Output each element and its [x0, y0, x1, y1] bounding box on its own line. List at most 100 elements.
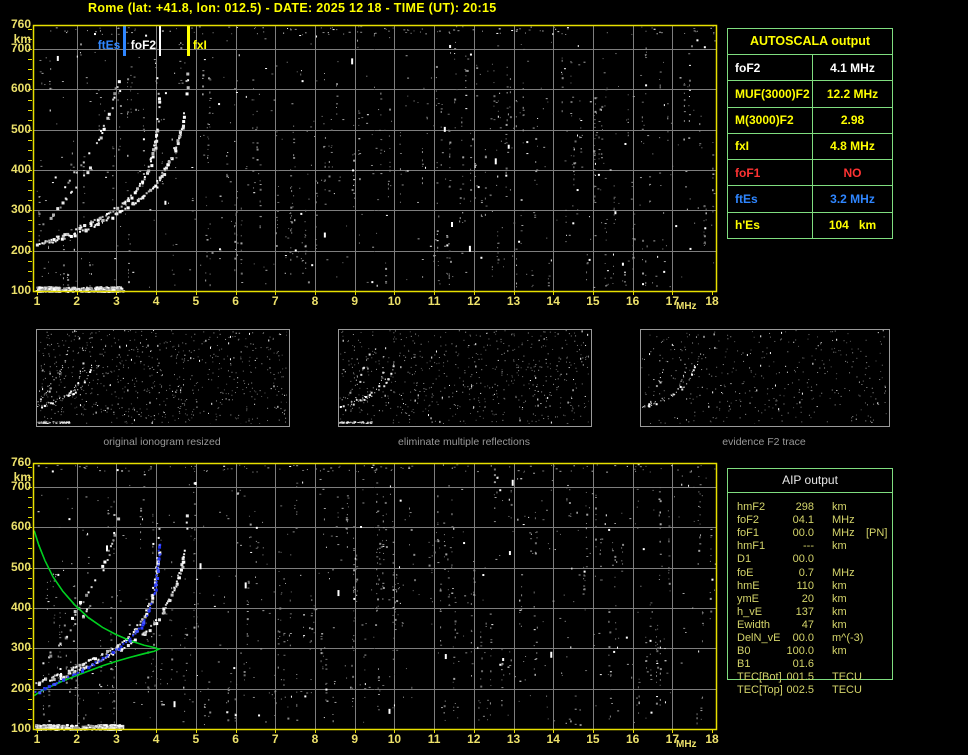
x-tick-label: 14: [546, 732, 560, 746]
aip-table-header: AIP output: [727, 468, 893, 493]
autoscala-row-fxI: fxI 4.8 MHz: [728, 133, 892, 161]
aip-row-TEC[Bot]: TEC[Bot] 001.5 TECU: [727, 671, 893, 684]
aip-param-name: hmF2: [737, 501, 766, 513]
aip-row-ymE: ymE 20 km: [727, 593, 893, 606]
aip-param-name: D1: [737, 553, 752, 566]
aip-param-value: 00.0: [792, 632, 814, 644]
x-axis-unit-top: MHz: [676, 301, 697, 312]
aip-param-name: B1: [737, 658, 751, 671]
autoscala-row-label: foF2: [728, 55, 813, 81]
aip-param-unit: km: [832, 592, 847, 605]
aip-row-foF1: foF1 00.0 MHz [PN]: [727, 527, 893, 540]
x-tick-label: 4: [152, 294, 160, 308]
thumbnail-caption-original: original ionogram resized: [103, 436, 221, 448]
aip-param-value: 100.0: [786, 645, 814, 658]
aip-param-unit: m^(-3): [832, 632, 864, 644]
aip-param-unit: MHz: [832, 527, 855, 540]
x-tick-label: 10: [387, 732, 402, 746]
y-tick-label: 600: [10, 81, 31, 96]
thumbnail-eliminate-canvas: [339, 330, 589, 424]
aip-param-value: 001.5: [786, 671, 814, 684]
y-tick-label: 100: [10, 283, 31, 297]
y-tick-label: 600: [10, 519, 31, 534]
thumbnail-caption-eliminate: eliminate multiple reflections: [398, 436, 530, 448]
y-tick-label: 300: [10, 640, 31, 655]
autoscala-row-value: 2.98: [840, 113, 865, 128]
x-tick-label: 6: [232, 294, 239, 308]
x-tick-label: 2: [73, 294, 81, 308]
autoscala-row-label: ftEs: [728, 186, 813, 212]
aip-row-TEC[Top]: TEC[Top] 002.5 TECU: [727, 684, 893, 697]
aip-param-name: B0: [737, 645, 751, 658]
aip-row-DelN_vE: DelN_vE 00.0 m^(-3): [727, 632, 893, 645]
aip-param-unit: km: [832, 645, 847, 658]
y-tick-label: 200: [10, 680, 31, 695]
aip-param-value: 110: [796, 579, 814, 592]
x-tick-label: 3: [113, 294, 120, 308]
x-axis-unit-bottom: MHz: [676, 739, 697, 750]
aip-output-table: AIP output hmF2 298 km foF2 04.1 MHz foF1 00.0 M…: [727, 468, 893, 704]
aip-row-Ewidth: Ewidth 47 km: [727, 619, 893, 632]
aip-param-value: 298: [795, 501, 814, 513]
autoscala-row-label: MUF(3000)F2: [728, 81, 813, 107]
x-tick-label: 13: [506, 294, 521, 308]
aip-param-name: Ewidth: [737, 618, 771, 631]
y-axis-unit-bottom: km: [13, 470, 31, 484]
x-tick-label: 15: [586, 294, 600, 308]
aip-param-unit: TECU: [832, 684, 862, 697]
autoscala-row-value: 104 km: [828, 218, 877, 233]
x-tick-label: 1: [33, 294, 41, 308]
aip-param-value: 47: [801, 618, 814, 631]
y-tick-label: 760: [10, 455, 31, 469]
autoscala-table-body: foF2 4.1 MHz MUF(3000)F2 12.2 MHz M(3000)F2 2…: [728, 55, 892, 238]
marker-label-foF2: foF2: [130, 38, 157, 52]
x-tick-label: 16: [625, 732, 640, 746]
aip-param-value: 04.1: [792, 514, 814, 527]
x-tick-label: 13: [506, 732, 521, 746]
aip-row-hmE: hmE 110 km: [727, 580, 893, 593]
aip-param-value: 00.0: [792, 527, 814, 540]
aip-param-unit: MHz: [832, 566, 855, 579]
x-tick-label: 3: [113, 732, 120, 746]
y-tick-label: 700: [10, 479, 31, 494]
x-tick-label: 18: [705, 294, 719, 308]
aip-param-value: 00.0: [792, 553, 814, 566]
autoscala-row-h'Es: h'Es 104 km: [728, 212, 892, 238]
y-tick-label: 760: [10, 17, 31, 31]
x-tick-label: 5: [192, 732, 200, 746]
autoscala-row-value: 3.2 MHz: [830, 192, 875, 207]
x-tick-label: 6: [232, 732, 239, 746]
aip-row-h_vE: h_vE 137 km: [727, 606, 893, 619]
x-tick-label: 5: [192, 294, 200, 308]
y-tick-label: 200: [10, 242, 31, 257]
ionogram-top-canvas: [27, 19, 723, 297]
x-tick-label: 11: [427, 732, 441, 746]
autoscala-row-value: NO: [843, 165, 862, 180]
x-tick-label: 7: [271, 732, 279, 746]
aip-param-unit: km: [832, 579, 847, 592]
aip-param-name: foF2: [737, 514, 760, 527]
aip-row-foE: foE 0.7 MHz: [727, 567, 893, 580]
y-tick-label: 500: [10, 121, 31, 136]
aip-param-unit: km: [832, 501, 847, 513]
autoscala-row-value: 12.2 MHz: [826, 86, 879, 101]
x-tick-label: 8: [311, 732, 319, 746]
page-title: Rome (lat: +41.8, lon: 012.5) - DATE: 20…: [88, 1, 497, 15]
marker-label-ftEs: ftEs: [97, 38, 121, 52]
x-tick-label: 12: [467, 294, 481, 308]
x-tick-label: 1: [33, 732, 41, 746]
x-tick-label: 17: [665, 294, 680, 308]
aip-row-B1: B1 01.6: [727, 658, 893, 671]
aip-param-name: hmF1: [737, 540, 766, 553]
aip-param-unit: km: [832, 540, 847, 553]
aip-row-D1: D1 00.0: [727, 553, 893, 566]
aip-param-value: 20: [801, 592, 814, 605]
thumbnail-eliminate-reflections: [338, 329, 592, 427]
x-tick-label: 4: [152, 732, 160, 746]
aip-param-unit: km: [832, 618, 847, 631]
autoscala-row-foF1: foF1 NO: [728, 160, 892, 187]
thumbnail-evidence-f2: [640, 329, 890, 427]
thumbnail-caption-evidence: evidence F2 trace: [722, 436, 806, 448]
autoscala-row-label: h'Es: [728, 212, 813, 238]
x-tick-label: 2: [73, 732, 81, 746]
